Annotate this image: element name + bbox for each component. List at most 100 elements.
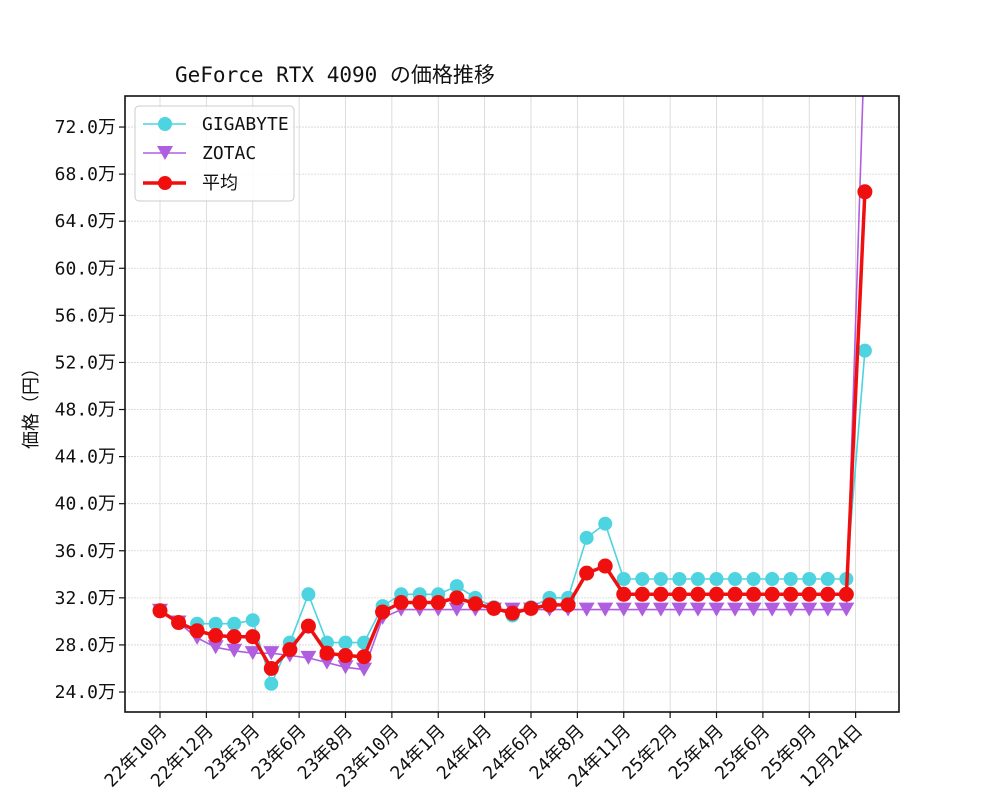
data-point	[152, 603, 168, 619]
data-point	[171, 615, 187, 631]
data-point	[616, 572, 631, 587]
data-point	[449, 590, 465, 606]
data-point	[802, 572, 817, 587]
data-point	[746, 572, 761, 587]
data-point	[635, 572, 650, 587]
y-tick-label: 68.0万	[55, 164, 116, 185]
data-point	[634, 602, 651, 617]
x-axis: 22年10月22年12月23年3月23年6月23年8月23年10月24年1月24…	[101, 712, 867, 792]
y-tick-label: 60.0万	[55, 258, 116, 279]
data-point	[356, 662, 373, 677]
y-tick-label: 52.0万	[55, 352, 116, 373]
data-point	[820, 572, 835, 587]
data-point	[338, 635, 353, 650]
data-point	[244, 646, 261, 661]
y-tick-label: 24.0万	[55, 682, 116, 703]
data-point	[467, 596, 483, 612]
circle-marker-icon	[158, 176, 172, 190]
data-point	[634, 586, 650, 602]
data-point	[709, 586, 724, 602]
data-point	[578, 602, 595, 617]
y-tick-label: 32.0万	[55, 588, 116, 609]
data-point	[819, 602, 836, 617]
data-point	[264, 676, 279, 691]
y-tick-label: 72.0万	[55, 117, 116, 138]
legend-item-gigabyte: GIGABYTE	[143, 114, 289, 135]
data-point	[598, 516, 613, 531]
data-point	[615, 602, 632, 617]
data-point	[616, 586, 632, 602]
data-point	[301, 587, 316, 602]
y-tick-label: 28.0万	[55, 635, 116, 656]
data-point	[393, 595, 409, 611]
legend-label: GIGABYTE	[202, 114, 289, 135]
legend-box	[134, 105, 295, 202]
data-point	[765, 572, 780, 587]
data-point	[226, 629, 242, 645]
triangle-down-marker-icon	[157, 146, 173, 160]
data-point	[801, 586, 817, 602]
data-point	[597, 602, 614, 617]
data-point	[542, 597, 558, 613]
data-point	[857, 343, 872, 358]
data-point	[263, 646, 280, 661]
data-point	[652, 602, 669, 617]
data-point	[709, 572, 724, 587]
series-layer	[152, 26, 873, 691]
data-point	[689, 602, 706, 617]
data-point	[838, 586, 854, 602]
data-point	[838, 602, 855, 617]
data-point	[672, 572, 687, 587]
data-point	[764, 602, 781, 617]
legend-item-zotac: ZOTAC	[143, 143, 256, 164]
data-point	[783, 572, 798, 587]
y-tick-label: 56.0万	[55, 305, 116, 326]
chart-title: GeForce RTX 4090 の価格推移	[175, 63, 495, 87]
data-point	[857, 184, 873, 200]
series-平均	[152, 184, 873, 676]
data-point	[782, 602, 799, 617]
data-point	[208, 628, 224, 644]
legend-item-average: 平均	[143, 173, 238, 194]
y-tick-label: 48.0万	[55, 400, 116, 421]
data-point	[653, 572, 668, 587]
data-point	[690, 572, 705, 587]
data-point	[300, 618, 316, 634]
data-point	[226, 643, 243, 658]
data-point	[356, 649, 372, 665]
data-point	[338, 648, 353, 664]
y-axis-label: 価格（円）	[21, 359, 42, 449]
data-point	[579, 565, 595, 581]
data-point	[319, 645, 335, 661]
data-point	[783, 586, 799, 602]
data-point	[189, 623, 205, 639]
data-point	[245, 613, 260, 628]
data-point	[820, 586, 836, 602]
data-point	[449, 579, 464, 594]
data-point	[801, 602, 818, 617]
data-point	[245, 629, 261, 645]
data-point	[671, 602, 688, 617]
y-tick-label: 64.0万	[55, 211, 116, 232]
legend-label: 平均	[202, 173, 238, 194]
data-point	[857, 26, 873, 40]
data-point	[282, 642, 298, 658]
data-point	[300, 650, 317, 665]
circle-marker-icon	[158, 117, 172, 131]
data-point	[430, 595, 446, 611]
data-point	[504, 605, 520, 621]
y-tick-label: 36.0万	[55, 541, 116, 562]
data-point	[746, 586, 762, 602]
data-point	[486, 600, 502, 616]
data-point	[560, 597, 576, 613]
data-point	[227, 616, 242, 631]
y-tick-label: 40.0万	[55, 494, 116, 515]
data-point	[579, 530, 594, 545]
data-point	[727, 586, 743, 602]
data-point	[448, 602, 465, 617]
data-point	[523, 600, 539, 616]
data-point	[597, 558, 613, 574]
y-axis: 24.0万 28.0万 32.0万 36.0万 40.0万 44.0万 48.0万 52.0万…	[55, 117, 125, 703]
plot-frame	[124, 95, 900, 713]
